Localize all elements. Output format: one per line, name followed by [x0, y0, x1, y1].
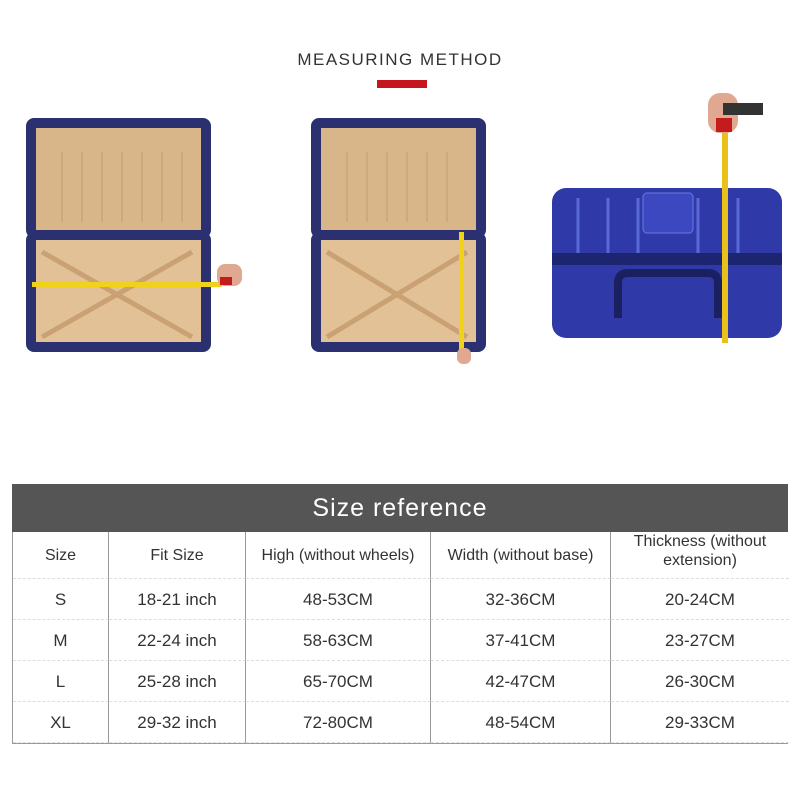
table-cell: 48-54CM — [431, 702, 611, 743]
table-cell: 26-30CM — [611, 661, 789, 702]
title-underline — [377, 80, 427, 88]
table-title: Size reference — [12, 484, 788, 532]
column-header: Width (without base) — [431, 532, 611, 579]
table-cell: S — [13, 579, 109, 620]
suitcase-width-measure-image — [26, 118, 242, 352]
table-cell: 22-24 inch — [109, 620, 246, 661]
table-cell: 48-53CM — [246, 579, 431, 620]
table-cell: 23-27CM — [611, 620, 789, 661]
column-header: High (without wheels) — [246, 532, 431, 579]
table-cell: 25-28 inch — [109, 661, 246, 702]
table-cell: L — [13, 661, 109, 702]
table-cell: 65-70CM — [246, 661, 431, 702]
table-cell: XL — [13, 702, 109, 743]
suitcase-height-measure-image — [311, 118, 486, 364]
column-header: Size — [13, 532, 109, 579]
column-header: Thickness (without extension) — [611, 532, 789, 579]
size-reference-table: Size reference Size Fit Size High (without… — [12, 484, 789, 744]
table-cell: 42-47CM — [431, 661, 611, 702]
table-cell: 29-33CM — [611, 702, 789, 743]
table-cell: 72-80CM — [246, 702, 431, 743]
table-cell: 18-21 inch — [109, 579, 246, 620]
table-cell: 20-24CM — [611, 579, 789, 620]
suitcase-thickness-measure-image — [552, 93, 782, 343]
table-cell: 32-36CM — [431, 579, 611, 620]
table-cell: 29-32 inch — [109, 702, 246, 743]
table-cell: M — [13, 620, 109, 661]
page-title: MEASURING METHOD — [297, 50, 503, 69]
table-cell: 37-41CM — [431, 620, 611, 661]
table-grid: Size Fit Size High (without wheels) Width (… — [12, 532, 789, 744]
column-header: Fit Size — [109, 532, 246, 579]
table-cell: 58-63CM — [246, 620, 431, 661]
